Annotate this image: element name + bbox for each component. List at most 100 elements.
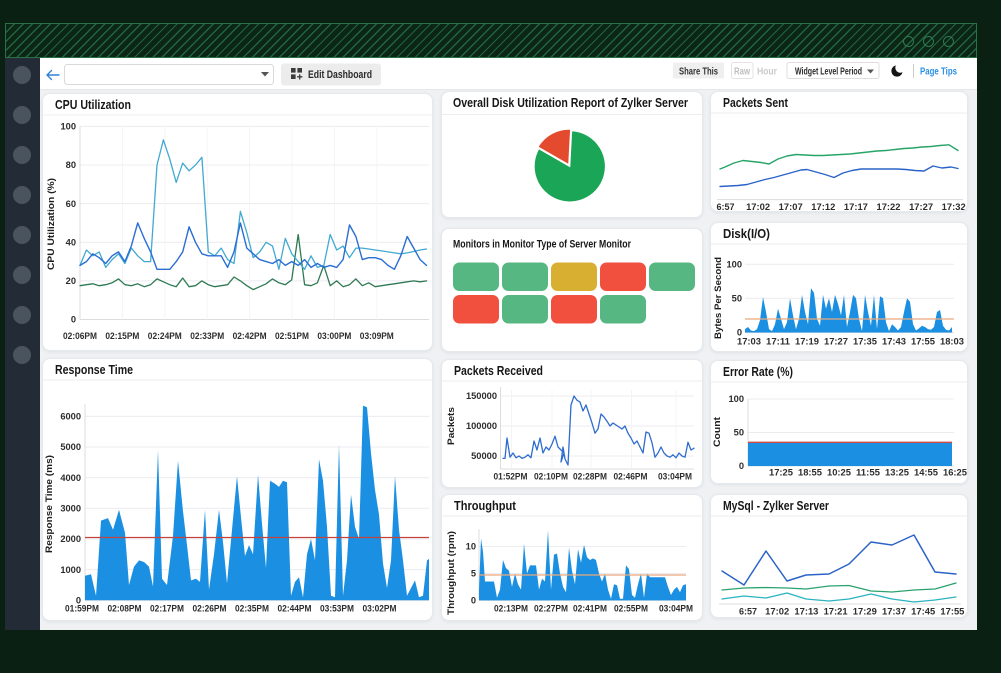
svg-text:17:32: 17:32: [942, 202, 966, 212]
svg-text:14:55: 14:55: [914, 468, 938, 478]
svg-text:Edit Dashboard: Edit Dashboard: [308, 69, 372, 81]
svg-text:Page Tips: Page Tips: [920, 67, 957, 78]
svg-text:17:07: 17:07: [779, 202, 803, 212]
svg-text:Overall Disk Utilization Repor: Overall Disk Utilization Report of Zylke…: [453, 96, 688, 110]
svg-text:0: 0: [739, 461, 744, 471]
svg-text:01:52PM: 01:52PM: [494, 472, 528, 482]
svg-text:100: 100: [60, 122, 76, 132]
svg-text:02:41PM: 02:41PM: [573, 604, 607, 614]
svg-text:Response Time (ms): Response Time (ms): [44, 455, 55, 553]
svg-text:17:27: 17:27: [909, 202, 933, 212]
svg-text:5: 5: [471, 569, 476, 579]
svg-text:0: 0: [471, 596, 476, 606]
svg-text:02:44PM: 02:44PM: [278, 604, 312, 614]
svg-text:80: 80: [66, 160, 76, 170]
svg-text:17:12: 17:12: [811, 202, 835, 212]
svg-text:Packets Received: Packets Received: [454, 364, 543, 378]
svg-text:17:55: 17:55: [940, 607, 964, 617]
svg-text:18:03: 18:03: [940, 337, 964, 347]
svg-text:50000: 50000: [471, 451, 497, 461]
svg-text:03:53PM: 03:53PM: [320, 604, 354, 614]
svg-text:02:06PM: 02:06PM: [63, 331, 97, 341]
svg-text:17:45: 17:45: [911, 607, 935, 617]
svg-text:60: 60: [66, 199, 76, 209]
svg-text:Share This: Share This: [679, 67, 718, 78]
svg-text:MySql - Zylker Server: MySql - Zylker Server: [723, 499, 829, 513]
svg-text:02:28PM: 02:28PM: [573, 472, 607, 482]
svg-text:Bytes Per Second: Bytes Per Second: [713, 257, 724, 339]
svg-text:02:27PM: 02:27PM: [534, 604, 568, 614]
svg-text:03:04PM: 03:04PM: [659, 604, 693, 614]
svg-text:3000: 3000: [60, 504, 81, 514]
svg-text:17:55: 17:55: [911, 337, 935, 347]
svg-text:17:02: 17:02: [765, 607, 789, 617]
svg-text:Packets: Packets: [446, 407, 457, 445]
svg-text:02:13PM: 02:13PM: [494, 604, 528, 614]
svg-text:Throughput: Throughput: [454, 499, 517, 513]
svg-text:Response Time: Response Time: [55, 363, 133, 377]
svg-text:17:27: 17:27: [824, 337, 848, 347]
svg-text:02:08PM: 02:08PM: [108, 604, 142, 614]
svg-text:0: 0: [71, 315, 76, 325]
svg-text:02:55PM: 02:55PM: [614, 604, 648, 614]
svg-text:03:04PM: 03:04PM: [658, 472, 692, 482]
svg-text:17:11: 17:11: [766, 337, 790, 347]
svg-text:03:02PM: 03:02PM: [363, 604, 397, 614]
svg-text:5000: 5000: [60, 442, 81, 452]
svg-text:17:25: 17:25: [769, 468, 793, 478]
svg-text:02:42PM: 02:42PM: [233, 331, 267, 341]
svg-text:0: 0: [737, 328, 742, 338]
svg-text:02:26PM: 02:26PM: [193, 604, 227, 614]
svg-text:100000: 100000: [466, 421, 497, 431]
svg-text:17:35: 17:35: [853, 337, 877, 347]
svg-text:17:21: 17:21: [824, 607, 848, 617]
svg-text:100: 100: [728, 394, 744, 404]
svg-text:01:59PM: 01:59PM: [65, 604, 99, 614]
svg-text:10: 10: [466, 542, 476, 552]
svg-text:100: 100: [726, 259, 742, 269]
svg-text:Error Rate (%): Error Rate (%): [723, 365, 793, 379]
svg-text:03:00PM: 03:00PM: [317, 331, 351, 341]
svg-text:50: 50: [732, 294, 742, 304]
svg-text:02:15PM: 02:15PM: [105, 331, 139, 341]
svg-text:02:35PM: 02:35PM: [235, 604, 269, 614]
svg-text:0: 0: [76, 596, 81, 606]
svg-text:4000: 4000: [60, 473, 81, 483]
svg-text:17:03: 17:03: [737, 337, 761, 347]
svg-text:50: 50: [734, 428, 744, 438]
svg-text:Throughput (rpm): Throughput (rpm): [446, 531, 457, 615]
svg-text:03:09PM: 03:09PM: [360, 331, 394, 341]
svg-text:17:22: 17:22: [877, 202, 901, 212]
svg-text:Count: Count: [712, 416, 723, 447]
svg-text:17:17: 17:17: [844, 202, 868, 212]
svg-text:Raw: Raw: [734, 67, 750, 78]
svg-text:CPU Utilization: CPU Utilization: [55, 98, 131, 112]
svg-text:13:25: 13:25: [885, 468, 909, 478]
svg-text:Hour: Hour: [757, 67, 777, 78]
svg-text:40: 40: [66, 237, 76, 247]
svg-text:17:37: 17:37: [882, 607, 906, 617]
svg-text:6000: 6000: [60, 412, 81, 422]
svg-text:02:10PM: 02:10PM: [534, 472, 568, 482]
svg-text:6:57: 6:57: [739, 607, 757, 617]
svg-text:02:51PM: 02:51PM: [275, 331, 309, 341]
svg-text:10:25: 10:25: [827, 468, 851, 478]
svg-text:150000: 150000: [466, 391, 497, 401]
svg-text:17:19: 17:19: [795, 337, 819, 347]
svg-text:17:13: 17:13: [794, 607, 818, 617]
svg-text:02:33PM: 02:33PM: [190, 331, 224, 341]
svg-text:CPU Utilization (%): CPU Utilization (%): [46, 178, 57, 270]
svg-text:6:57: 6:57: [717, 202, 735, 212]
svg-text:Disk(I/O): Disk(I/O): [723, 227, 770, 241]
svg-text:17:29: 17:29: [853, 607, 877, 617]
svg-text:Monitors in Monitor Type of Se: Monitors in Monitor Type of Server Monit…: [453, 239, 632, 251]
svg-text:11:55: 11:55: [856, 468, 880, 478]
svg-text:17:43: 17:43: [882, 337, 906, 347]
svg-text:Packets Sent: Packets Sent: [723, 96, 789, 110]
svg-text:20: 20: [66, 276, 76, 286]
svg-text:2000: 2000: [60, 534, 81, 544]
svg-text:Widget Level Period: Widget Level Period: [795, 67, 862, 78]
svg-text:02:17PM: 02:17PM: [150, 604, 184, 614]
svg-text:02:46PM: 02:46PM: [614, 472, 648, 482]
svg-text:02:24PM: 02:24PM: [148, 331, 182, 341]
